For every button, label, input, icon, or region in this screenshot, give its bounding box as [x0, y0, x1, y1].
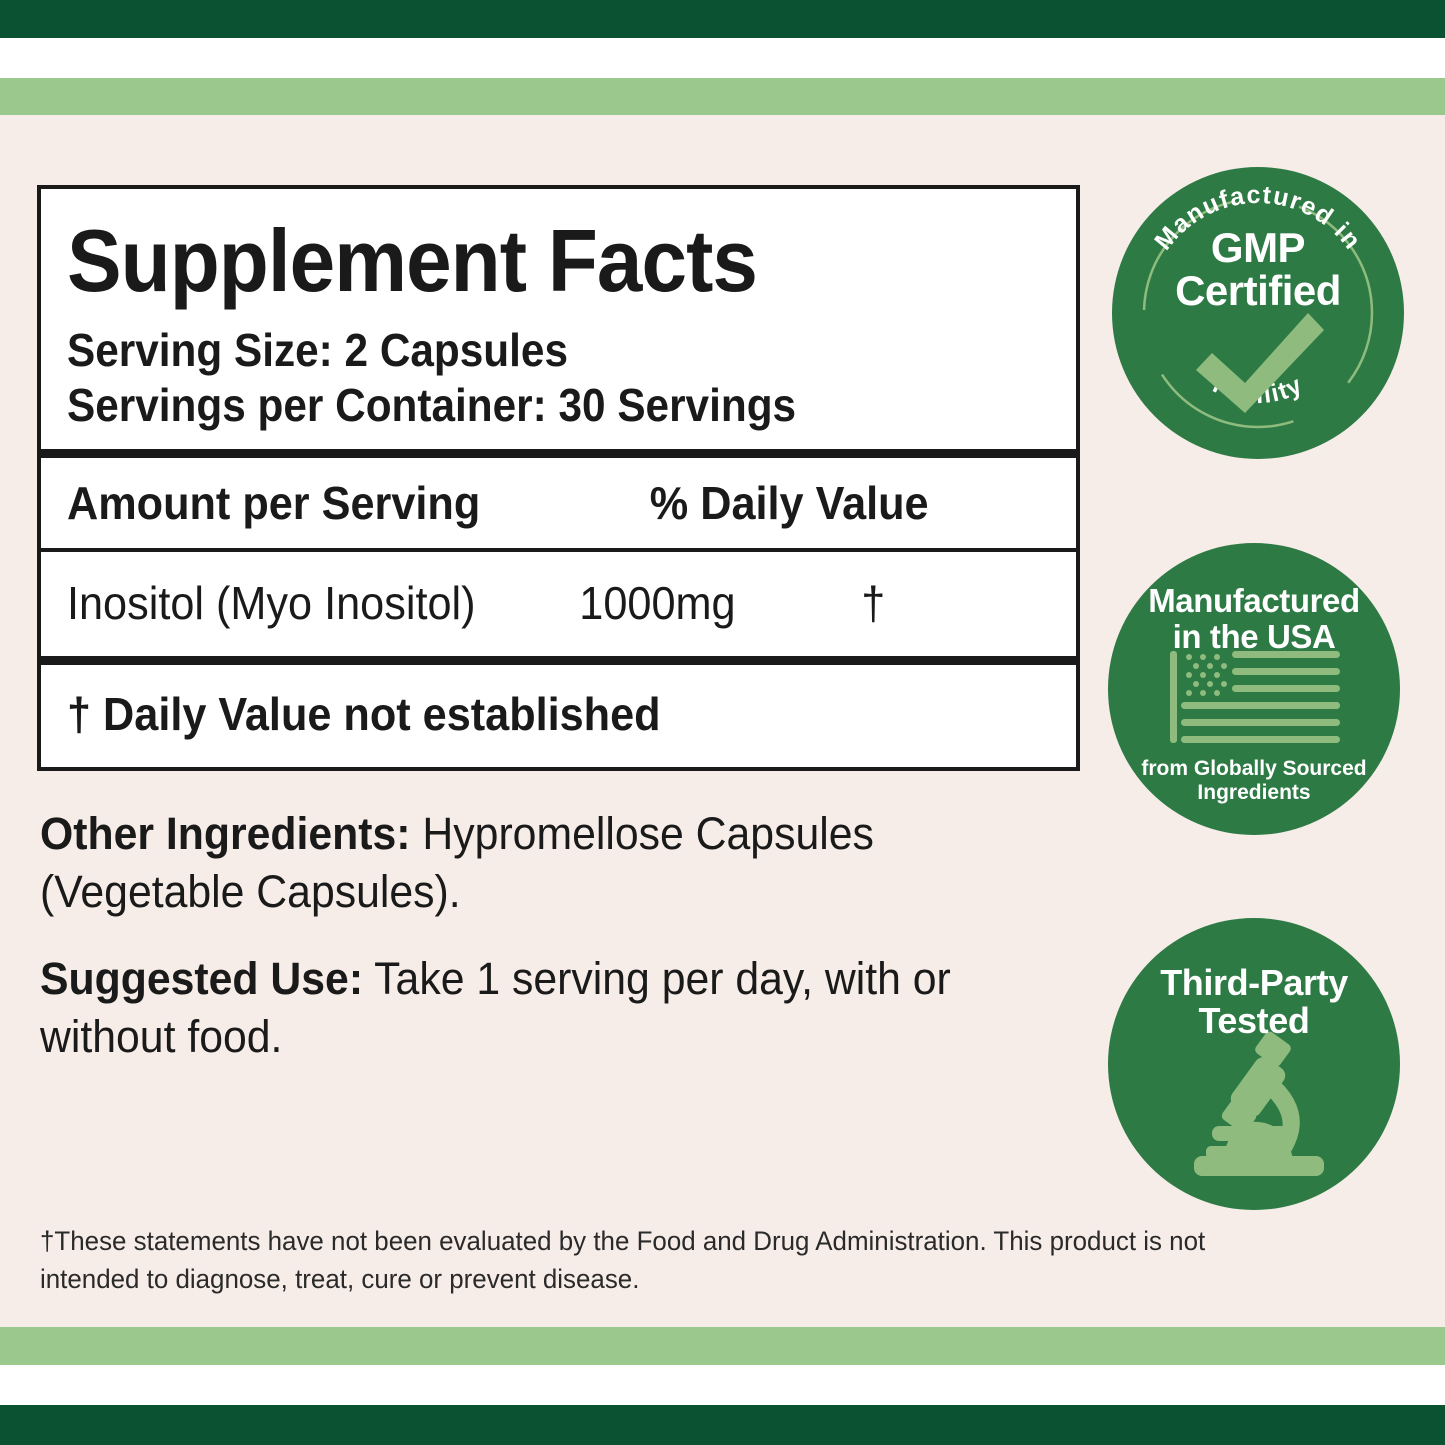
supplement-facts-panel: Supplement Facts Serving Size: 2 Capsule…	[37, 185, 1080, 772]
fda-disclaimer-text: †These statements have not been evaluate…	[40, 1226, 1206, 1294]
tested-title-text: Third-Party Tested	[1108, 962, 1400, 1042]
usa-title-line-1: Manufactured	[1148, 582, 1360, 619]
other-ingredients-label: Other Ingredients:	[40, 808, 411, 859]
usa-sub-line-2: Ingredients	[1197, 780, 1311, 804]
usa-subtitle-text: from Globally Sourced Ingredients	[1108, 757, 1400, 804]
divider-thin-header	[41, 548, 1076, 553]
gmp-line-1: GMP	[1210, 224, 1306, 271]
table-row: Inositol (Myo Inositol) 1000mg †	[67, 552, 991, 656]
bottom-dark-green-band	[0, 1405, 1445, 1445]
top-light-green-band	[0, 78, 1445, 115]
third-party-tested-badge: Third-Party Tested	[1108, 918, 1400, 1210]
top-white-band	[0, 38, 1445, 78]
gmp-badge-graphics: Manufactured in Facility	[1142, 181, 1374, 429]
serving-size-text: Serving Size: 2 Capsules	[67, 324, 568, 376]
gmp-line-2: Certified	[1175, 266, 1341, 314]
bottom-white-band	[0, 1365, 1445, 1405]
top-dark-green-band	[0, 0, 1445, 38]
made-in-usa-badge: Manufactured in the USA from Globally So…	[1108, 543, 1400, 835]
usa-sub-line-1: from Globally Sourced	[1141, 757, 1367, 780]
page-title: Supplement Facts	[67, 211, 758, 310]
divider-thick-bottom	[41, 656, 1076, 666]
ingredient-name: Inositol (Myo Inositol)	[67, 577, 476, 630]
label-content-area: Supplement Facts Serving Size: 2 Capsule…	[0, 115, 1445, 1327]
suggested-use-paragraph: Suggested Use: Take 1 serving per day, w…	[40, 950, 1028, 1065]
other-ingredients-paragraph: Other Ingredients: Hypromellose Capsules…	[40, 805, 1028, 920]
servings-per-container-text: Servings per Container: 30 Servings	[67, 379, 797, 432]
other-ingredients-text: Hypromellose Capsules (Vegetable Capsule…	[40, 808, 874, 917]
usa-title-line-2: in the USA	[1172, 617, 1336, 655]
column-header-daily-value: % Daily Value	[649, 477, 929, 530]
bottom-light-green-band	[0, 1327, 1445, 1365]
table-header-row: Amount per Serving % Daily Value	[67, 458, 991, 548]
column-header-amount: Amount per Serving	[67, 477, 481, 530]
gmp-certified-badge: Manufactured in Facility GMP Certified	[1112, 167, 1404, 459]
ingredient-amount: 1000mg	[579, 577, 736, 630]
suggested-use-text: Take 1 serving per day, with or without …	[40, 953, 951, 1062]
usa-flag-icon	[1170, 651, 1340, 743]
tested-line-1: Third-Party	[1160, 962, 1348, 1003]
microscope-icon	[1194, 1031, 1324, 1176]
badge-inner-ring	[1142, 197, 1374, 429]
gmp-center-text: GMP Certified	[1112, 224, 1404, 314]
usa-title-text: Manufactured in the USA	[1108, 583, 1400, 654]
divider-thick-top	[41, 449, 1076, 459]
tested-line-2: Tested	[1198, 1000, 1310, 1042]
daily-value-footnote: † Daily Value not established	[67, 688, 661, 741]
ingredient-daily-value: †	[861, 577, 886, 630]
suggested-use-label: Suggested Use:	[40, 953, 364, 1004]
checkmark-icon	[1196, 313, 1324, 413]
